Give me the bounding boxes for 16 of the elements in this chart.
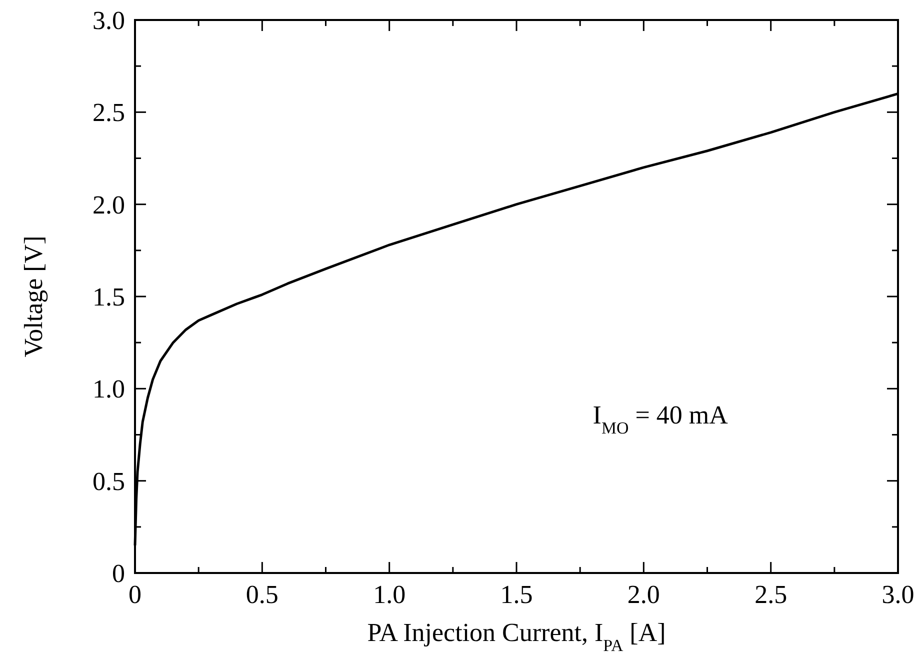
x-tick-label: 0.5 xyxy=(246,580,278,609)
x-tick-label: 1.5 xyxy=(500,580,533,609)
y-axis-title: Voltage [V] xyxy=(19,236,48,358)
x-axis-title: PA Injection Current, I$_{PA}$ [A] xyxy=(367,618,666,654)
y-tick-label: 3.0 xyxy=(92,6,125,35)
y-tick-label: 0.5 xyxy=(92,466,125,496)
x-tick-label: 1.0 xyxy=(373,580,406,609)
y-tick-label: 2.0 xyxy=(92,190,125,220)
y-tick-label: 2.5 xyxy=(92,98,125,128)
y-tick-label: 1.0 xyxy=(92,374,125,404)
x-tick-label: 2.5 xyxy=(754,580,788,609)
y-tick-label: 1.5 xyxy=(92,282,125,312)
x-tick-label: 3.0 xyxy=(882,580,914,609)
y-tick-label: 0 xyxy=(112,559,125,588)
x-tick-label: 2.0 xyxy=(627,580,660,609)
annotation: I$_{MO}$ = 40 mA xyxy=(592,400,728,438)
